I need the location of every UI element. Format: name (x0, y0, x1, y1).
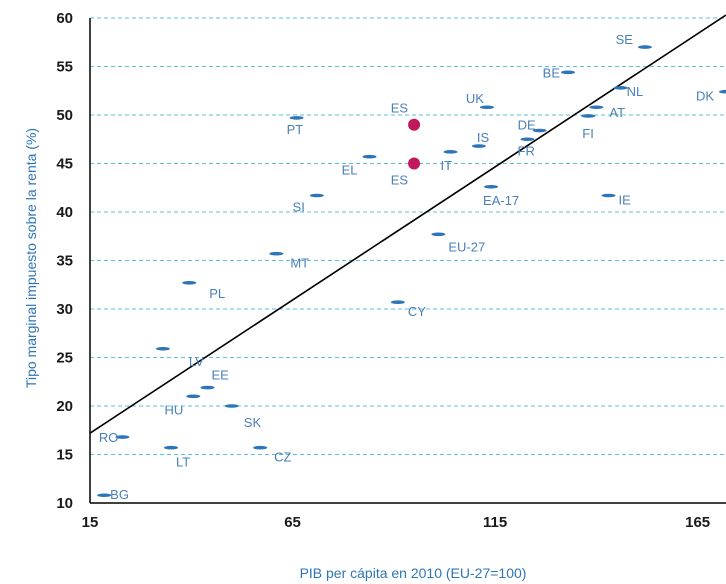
data-point-hu (186, 394, 201, 399)
data-point-ee (200, 385, 215, 390)
point-label: IT (441, 158, 453, 173)
point-label: MT (290, 256, 309, 271)
data-point-dk (719, 89, 726, 94)
y-tick-label: 10 (56, 495, 73, 512)
data-point-at (589, 105, 604, 110)
data-point-de (532, 128, 547, 133)
point-label: IE (619, 193, 632, 208)
point-label: SE (616, 32, 634, 47)
data-point-be (561, 70, 576, 75)
point-label: SI (293, 200, 305, 215)
data-point-ro (115, 435, 130, 439)
grid-lines (90, 17, 726, 455)
data-point-uk (479, 105, 494, 110)
y-tick-label: 15 (56, 447, 73, 464)
point-label: EU-27 (448, 239, 485, 254)
data-point-se (637, 45, 652, 49)
point-label: CY (408, 304, 426, 319)
point-label: UK (466, 91, 484, 106)
highlight-point-es (408, 118, 421, 131)
y-tick-label: 45 (56, 156, 73, 173)
y-tick-label: 60 (56, 10, 73, 27)
data-point-mt (269, 251, 284, 256)
point-label: DK (696, 89, 714, 104)
x-tick-label: 65 (284, 514, 301, 531)
point-label: PT (287, 122, 304, 137)
point-label: RO (99, 430, 119, 445)
point-label: NL (627, 84, 644, 99)
trendline (89, 14, 726, 434)
y-axis-title: Tipo marginal impuesto sobre la renta (%… (23, 128, 39, 388)
x-axis-title: PIB per cápita en 2010 (EU-27=100) (300, 565, 527, 581)
point-label: BG (110, 487, 129, 502)
data-point-nl (613, 86, 628, 90)
y-tick-label: 25 (56, 350, 73, 367)
highlight-point-es (408, 157, 421, 170)
point-label: LT (176, 455, 190, 470)
point-label: PL (209, 286, 225, 301)
y-tick-label: 50 (56, 107, 73, 124)
tick-labels: 10 15 20 25 30 35 40 45 50 55 60 15 65 115 165 (56, 10, 710, 531)
point-label: EE (211, 368, 229, 383)
y-tick-label: 20 (56, 398, 73, 415)
data-point-si (309, 193, 324, 198)
data-point-lv (155, 346, 170, 351)
data-point-el (362, 154, 377, 159)
data-point-cy (390, 300, 405, 305)
data-point-fi (581, 114, 596, 118)
point-label: CZ (274, 450, 291, 465)
data-point-lt (164, 445, 179, 450)
trendline-group (89, 14, 726, 434)
data-point-pt (289, 116, 304, 120)
point-label: FR (518, 143, 535, 158)
axes (89, 18, 726, 504)
data-point-ea-17 (484, 184, 499, 189)
y-tick-label: 35 (56, 253, 73, 270)
y-tick-label: 55 (56, 59, 73, 76)
y-tick-label: 40 (56, 204, 73, 221)
data-point-sk (224, 404, 239, 408)
point-label: IS (477, 130, 490, 145)
point-label: LV (189, 354, 204, 369)
point-label: EA-17 (483, 193, 519, 208)
point-label: HU (165, 402, 184, 417)
data-point-eu-27 (431, 232, 446, 237)
point-label: AT (609, 105, 625, 120)
x-tick-label: 115 (483, 514, 507, 531)
x-tick-label: 15 (82, 514, 99, 531)
point-label: BE (543, 65, 561, 80)
data-point-cz (253, 445, 268, 450)
x-tick-label: 165 (685, 514, 710, 531)
data-point-it (443, 150, 458, 154)
data-point-pl (182, 281, 197, 285)
y-tick-label: 30 (56, 301, 73, 318)
data-point-is (471, 144, 486, 148)
point-label: ES (391, 101, 409, 116)
data-points: BG RO LT HU EE LV PL SK CZ MT SI PT EL CY EU-27 EA-17 IT… (97, 32, 726, 502)
data-point-fr (520, 137, 535, 142)
point-label: FI (582, 126, 594, 141)
data-point-bg (97, 493, 112, 498)
point-label: EL (342, 163, 358, 178)
data-point-ie (601, 193, 616, 198)
point-label: ES (391, 173, 409, 188)
point-label: DE (518, 118, 536, 133)
point-label: SK (244, 415, 262, 430)
